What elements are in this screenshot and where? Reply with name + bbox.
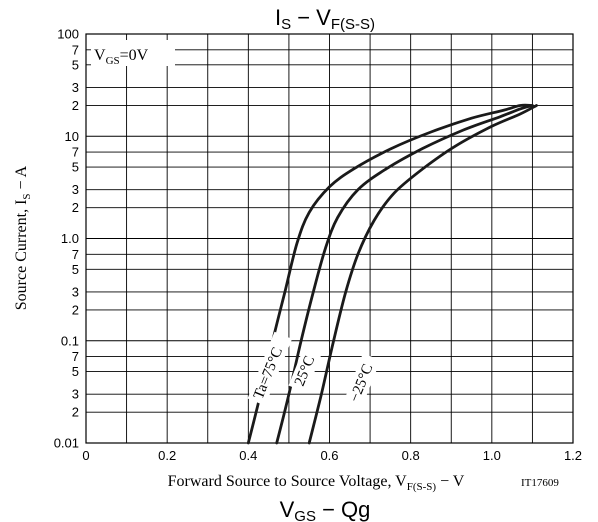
y-tick-label: 5: [72, 160, 79, 175]
ylabel-pre: Source Current, I: [13, 200, 30, 311]
title-main: I: [275, 5, 281, 30]
series-group: [246, 103, 538, 445]
plot-frame: [85, 33, 574, 444]
x-tick-label: 0: [82, 448, 89, 463]
condition-sub: GS: [106, 55, 120, 67]
y-tick-label: 3: [72, 387, 79, 402]
plot-grid: [86, 34, 573, 443]
x-tick-label: 0.6: [320, 448, 338, 463]
annotation-75: Ta=75°C: [251, 345, 286, 401]
figure-code: IT17609: [521, 477, 559, 489]
y-tick-label: 7: [72, 247, 79, 262]
y-tick-label: 7: [72, 349, 79, 364]
xlabel-pre: Forward Source to Source Voltage, V: [168, 473, 408, 490]
condition-rest: =0V: [120, 47, 149, 64]
y-tick-label: 0.01: [54, 436, 79, 451]
y-tick-label: 2: [72, 98, 79, 113]
y-tick-label: 3: [72, 182, 79, 197]
footer-title-main: V: [280, 497, 295, 522]
annotation-75-bg: [247, 331, 293, 406]
condition-box: [91, 40, 175, 66]
annotation-m25-group: −25°C: [343, 353, 381, 409]
annotation-25-bg: [288, 344, 323, 393]
y-tick-label: 7: [72, 42, 79, 57]
y-tick-label: 2: [72, 302, 79, 317]
x-tick-labels: 0 0.2 0.4 0.6 0.8 1.0 1.2: [82, 448, 582, 463]
xlabel-post: − V: [436, 473, 465, 490]
y-tick-label: 10: [65, 129, 79, 144]
title-sub2: F(S-S): [331, 16, 375, 33]
condition-label: VGS=0V: [94, 47, 149, 67]
x-tick-label: 0.8: [402, 448, 420, 463]
condition-main: V: [94, 47, 106, 64]
ylabel-post: − A: [13, 165, 30, 193]
y-tick-label: 5: [72, 364, 79, 379]
y-tick-label: 2: [72, 405, 79, 420]
x-axis-label: Forward Source to Source Voltage, VF(S-S…: [168, 473, 465, 493]
y-tick-label: 7: [72, 145, 79, 160]
x-tick-label: 1.2: [564, 448, 582, 463]
y-tick-label: 3: [72, 284, 79, 299]
title-dash: − V: [291, 5, 331, 30]
y-tick-label: 1.0: [61, 231, 79, 246]
annotation-m25-bg: [343, 353, 381, 409]
y-tick-label: 3: [72, 80, 79, 95]
y-tick-label: 2: [72, 200, 79, 215]
x-tick-label: 0.4: [239, 448, 257, 463]
x-tick-label: 0.2: [158, 448, 176, 463]
y-tick-label: 100: [57, 27, 79, 42]
footer-title-rest: − Qg: [316, 497, 370, 522]
y-tick-label: 5: [72, 57, 79, 72]
series-line-0: [246, 103, 534, 445]
footer-title: VGS − Qg: [280, 497, 371, 522]
footer-title-sub: GS: [294, 508, 316, 522]
series-line-1: [275, 104, 534, 445]
series-line-2: [307, 104, 538, 445]
ylabel-sub: S: [21, 193, 33, 199]
xlabel-sub: F(S-S): [407, 481, 437, 493]
y-tick-label: 5: [72, 262, 79, 277]
y-axis-label: Source Current, IS − A: [13, 165, 33, 310]
title-sub1: S: [281, 16, 291, 33]
x-tick-label: 1.0: [483, 448, 501, 463]
y-tick-label: 0.1: [61, 333, 79, 348]
chart-title: IS − VF(S-S): [275, 5, 375, 33]
